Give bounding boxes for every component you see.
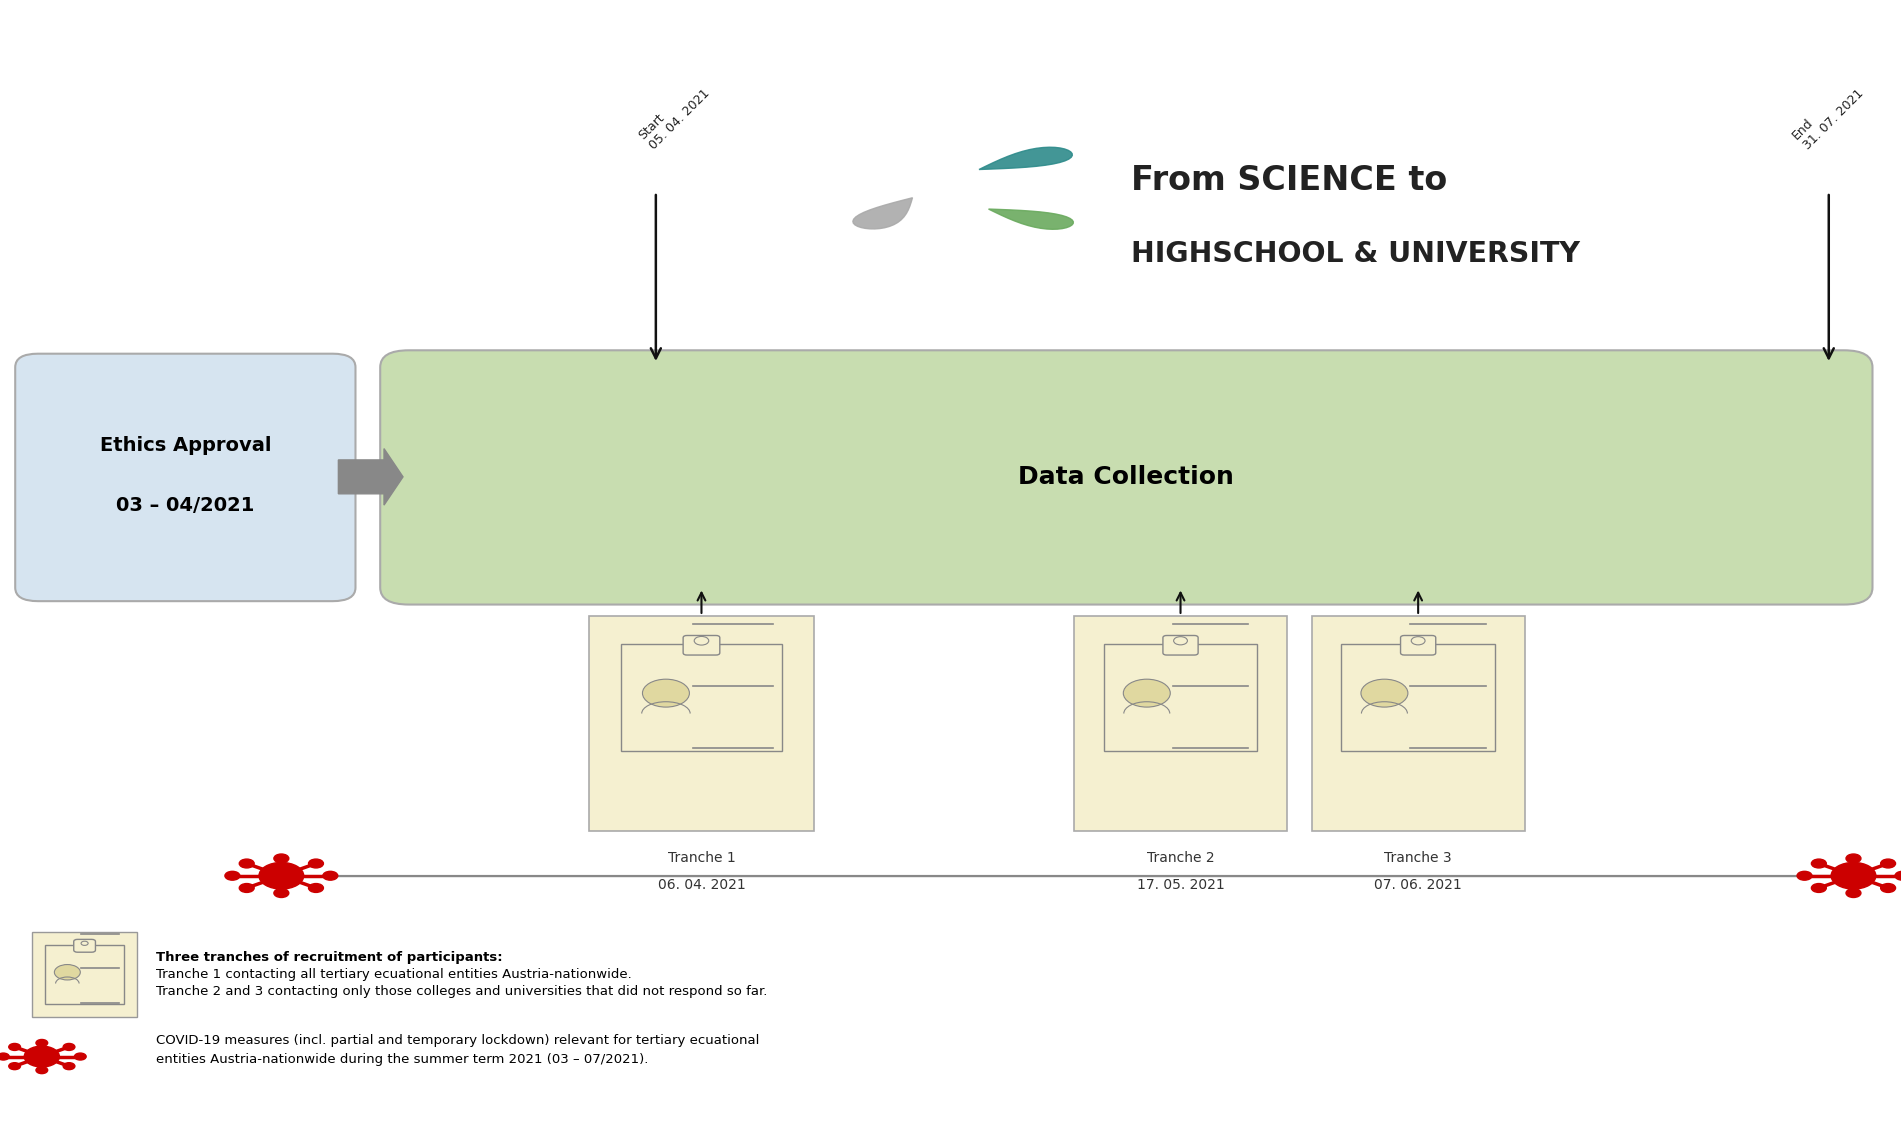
Circle shape [82, 941, 87, 946]
Text: Start
05. 04. 2021: Start 05. 04. 2021 [637, 77, 713, 153]
Bar [1312, 616, 1525, 831]
Circle shape [10, 1062, 21, 1070]
Circle shape [63, 1062, 74, 1070]
Circle shape [0, 1053, 10, 1060]
Text: entities Austria-nationwide during the summer term 2021 (03 – 07/2021).: entities Austria-nationwide during the s… [156, 1053, 648, 1067]
FancyBboxPatch shape [380, 350, 1872, 605]
Circle shape [240, 859, 255, 868]
FancyBboxPatch shape [1104, 644, 1257, 751]
Text: From SCIENCE to: From SCIENCE to [1131, 164, 1447, 198]
FancyArrow shape [338, 449, 403, 505]
Text: Tranche 1 contacting all tertiary ecuational entities Austria-nationwide.: Tranche 1 contacting all tertiary ecuati… [156, 968, 631, 982]
Circle shape [274, 854, 289, 863]
Circle shape [1123, 679, 1171, 707]
Circle shape [74, 1053, 86, 1060]
FancyBboxPatch shape [622, 644, 781, 751]
Circle shape [274, 888, 289, 897]
Bar [589, 616, 814, 831]
Circle shape [1812, 859, 1827, 868]
Circle shape [323, 871, 338, 880]
Circle shape [63, 1043, 74, 1051]
FancyBboxPatch shape [15, 354, 355, 601]
Circle shape [224, 871, 240, 880]
Circle shape [1831, 862, 1876, 889]
FancyBboxPatch shape [1342, 644, 1494, 751]
Circle shape [1361, 679, 1409, 707]
Circle shape [643, 679, 690, 707]
Text: Tranche 2: Tranche 2 [1146, 851, 1215, 864]
Text: Tranche 1: Tranche 1 [667, 851, 736, 864]
Bar [32, 932, 137, 1017]
Text: Data Collection: Data Collection [1019, 466, 1234, 489]
Text: 17. 05. 2021: 17. 05. 2021 [1137, 878, 1224, 892]
Circle shape [259, 862, 304, 889]
Polygon shape [979, 147, 1072, 170]
Text: COVID-19 measures (incl. partial and temporary lockdown) relevant for tertiary e: COVID-19 measures (incl. partial and tem… [156, 1034, 758, 1048]
Circle shape [694, 636, 709, 645]
Circle shape [308, 859, 323, 868]
Text: Tranche 2 and 3 contacting only those colleges and universities that did not res: Tranche 2 and 3 contacting only those co… [156, 985, 768, 999]
Circle shape [1846, 854, 1861, 863]
Circle shape [36, 1040, 48, 1046]
FancyBboxPatch shape [1401, 635, 1435, 655]
Circle shape [240, 884, 255, 893]
Text: HIGHSCHOOL & UNIVERSITY: HIGHSCHOOL & UNIVERSITY [1131, 241, 1580, 268]
Circle shape [1411, 636, 1426, 645]
Text: 03 – 04/2021: 03 – 04/2021 [116, 496, 255, 515]
Circle shape [1796, 871, 1812, 880]
Text: Tranche 3: Tranche 3 [1384, 851, 1452, 864]
Circle shape [10, 1043, 21, 1051]
FancyBboxPatch shape [682, 635, 720, 655]
Polygon shape [854, 198, 912, 229]
Circle shape [55, 965, 80, 980]
Bar [1074, 616, 1287, 831]
Circle shape [25, 1046, 59, 1067]
FancyBboxPatch shape [1163, 635, 1198, 655]
Circle shape [1846, 888, 1861, 897]
Circle shape [36, 1067, 48, 1074]
Circle shape [1173, 636, 1188, 645]
Circle shape [308, 884, 323, 893]
Text: Ethics Approval: Ethics Approval [99, 436, 272, 455]
Circle shape [1880, 859, 1895, 868]
Text: 06. 04. 2021: 06. 04. 2021 [658, 878, 745, 892]
Circle shape [1880, 884, 1895, 893]
Circle shape [1812, 884, 1827, 893]
Circle shape [1895, 871, 1901, 880]
Text: 07. 06. 2021: 07. 06. 2021 [1374, 878, 1462, 892]
FancyBboxPatch shape [46, 945, 124, 1005]
Text: Three tranches of recruitment of participants:: Three tranches of recruitment of partici… [156, 951, 502, 965]
FancyBboxPatch shape [74, 939, 95, 953]
Polygon shape [989, 209, 1074, 229]
Text: End
31. 07. 2021: End 31. 07. 2021 [1791, 77, 1867, 153]
